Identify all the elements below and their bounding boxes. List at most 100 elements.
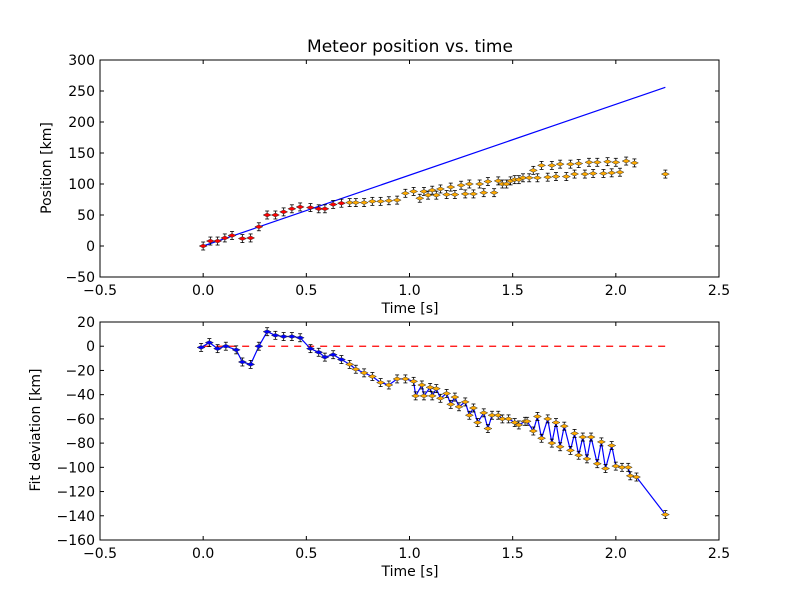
marker bbox=[479, 190, 489, 195]
deviation-y-tick-label: −20 bbox=[65, 363, 95, 379]
deviation-point bbox=[425, 382, 435, 392]
position-point bbox=[570, 169, 580, 179]
marker bbox=[351, 200, 361, 205]
deviation-x-tick-label: 1.5 bbox=[502, 546, 524, 562]
position-point bbox=[592, 157, 602, 167]
deviation-point bbox=[262, 327, 272, 337]
marker bbox=[384, 198, 394, 204]
deviation-point bbox=[431, 384, 441, 394]
marker bbox=[547, 163, 557, 168]
deviation-plot-frame bbox=[99, 321, 720, 541]
marker bbox=[479, 410, 489, 416]
position-x-tick-label: 0.5 bbox=[295, 283, 317, 299]
deviation-point bbox=[446, 399, 456, 409]
marker bbox=[555, 161, 565, 167]
position-point bbox=[565, 159, 575, 169]
position-x-tick-label: 2.0 bbox=[605, 283, 627, 299]
deviation-point bbox=[351, 364, 361, 374]
deviation-point bbox=[221, 341, 231, 351]
marker bbox=[464, 181, 474, 187]
deviation-point bbox=[555, 442, 565, 452]
marker bbox=[532, 414, 542, 419]
marker bbox=[615, 169, 625, 175]
deviation-point bbox=[345, 359, 355, 369]
marker bbox=[570, 171, 580, 177]
position-point bbox=[270, 210, 280, 220]
position-axes: −0.5 0.0 0.5 1.0 1.5 2.0 2.5 −50 0 50 100 150 200 250… bbox=[65, 53, 730, 299]
marker bbox=[565, 161, 575, 167]
position-point bbox=[314, 204, 324, 214]
marker bbox=[570, 431, 580, 436]
marker bbox=[435, 396, 446, 401]
deviation-point bbox=[497, 414, 507, 424]
marker bbox=[198, 243, 208, 249]
position-point bbox=[475, 179, 485, 189]
position-point bbox=[328, 200, 338, 209]
marker bbox=[279, 334, 289, 339]
marker bbox=[483, 426, 493, 431]
marker bbox=[320, 206, 330, 212]
position-y-tick-label: 0 bbox=[86, 239, 95, 255]
marker bbox=[376, 380, 386, 385]
position-point bbox=[198, 241, 208, 251]
marker bbox=[287, 206, 297, 212]
marker bbox=[468, 191, 479, 197]
deviation-point bbox=[631, 472, 642, 482]
marker bbox=[213, 346, 223, 351]
deviation-point bbox=[570, 429, 580, 438]
marker bbox=[580, 171, 590, 177]
marker bbox=[417, 382, 427, 388]
marker bbox=[427, 393, 437, 399]
marker bbox=[262, 212, 272, 218]
deviation-line bbox=[200, 330, 666, 515]
position-point bbox=[213, 236, 223, 246]
position-point bbox=[227, 231, 237, 240]
position-point bbox=[493, 176, 503, 186]
marker bbox=[489, 190, 499, 195]
marker bbox=[320, 354, 330, 360]
position-point bbox=[660, 169, 670, 179]
marker bbox=[493, 178, 503, 184]
position-point bbox=[415, 193, 425, 203]
marker bbox=[409, 189, 419, 194]
marker bbox=[631, 474, 642, 480]
marker bbox=[262, 329, 272, 334]
marker bbox=[431, 386, 441, 391]
deviation-point bbox=[359, 368, 369, 378]
deviation-point bbox=[450, 392, 460, 402]
position-point bbox=[536, 160, 547, 170]
deviation-point bbox=[623, 462, 633, 472]
deviation-point bbox=[660, 510, 670, 519]
marker bbox=[246, 235, 256, 241]
marker bbox=[596, 439, 606, 445]
position-point bbox=[446, 182, 456, 192]
deviation-x-label: Time [s] bbox=[381, 564, 439, 580]
marker bbox=[578, 434, 588, 440]
marker bbox=[536, 163, 547, 168]
deviation-point bbox=[464, 410, 474, 420]
marker bbox=[460, 399, 470, 405]
marker bbox=[611, 463, 621, 469]
marker bbox=[314, 349, 324, 355]
marker bbox=[446, 402, 456, 407]
marker bbox=[204, 340, 214, 345]
marker bbox=[514, 422, 524, 428]
marker bbox=[603, 159, 613, 164]
marker bbox=[592, 160, 602, 165]
marker bbox=[213, 238, 223, 244]
marker bbox=[483, 179, 493, 184]
marker bbox=[367, 199, 377, 204]
deviation-point bbox=[514, 420, 524, 430]
marker bbox=[400, 376, 410, 382]
position-point bbox=[254, 222, 264, 232]
marker bbox=[607, 443, 617, 448]
deviation-point bbox=[551, 418, 561, 427]
marker bbox=[621, 158, 631, 164]
deviation-point bbox=[483, 424, 493, 433]
deviation-point bbox=[279, 332, 289, 341]
position-point bbox=[351, 198, 361, 208]
position-point bbox=[464, 179, 474, 189]
marker bbox=[442, 192, 452, 197]
deviation-point bbox=[592, 459, 602, 469]
